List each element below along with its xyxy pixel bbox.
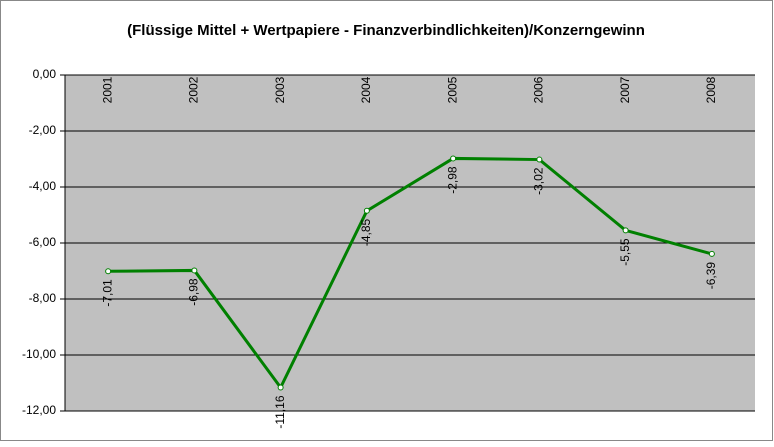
marker (191, 267, 198, 274)
y-tick-label: -12,00 (22, 403, 56, 417)
marker (536, 156, 543, 163)
data-label: -7,01 (100, 279, 114, 307)
x-tick-label: 2008 (704, 76, 718, 103)
data-label: -2,98 (445, 166, 459, 194)
y-tick-label: -2,00 (29, 123, 57, 137)
x-tick-label: 2002 (187, 76, 201, 103)
data-label: -5,55 (618, 238, 632, 266)
x-tick-label: 2003 (273, 76, 287, 103)
data-label: -11,16 (273, 395, 287, 428)
x-tick-label: 2001 (100, 76, 114, 103)
y-tick-label: -10,00 (22, 347, 56, 361)
y-tick-label: -6,00 (29, 235, 57, 249)
x-tick-label: 2004 (359, 76, 373, 103)
data-label: -4,85 (359, 218, 373, 246)
data-label: -3,02 (532, 167, 546, 195)
chart-title: (Flüssige Mittel + Wertpapiere - Finanzv… (127, 22, 645, 39)
marker (622, 227, 629, 234)
x-tick-label: 2007 (618, 76, 632, 103)
y-tick-label: -4,00 (29, 179, 57, 193)
line (108, 156, 713, 391)
data-label: -6,39 (704, 262, 718, 290)
data-label: -6,98 (187, 278, 201, 306)
marker (277, 384, 284, 391)
plot-layer: 0,00 -2,00 -4,00 -6,00 -8,00 -10,00 -12,00 2001… (22, 67, 755, 429)
marker (363, 207, 370, 214)
y-tick-label: 0,00 (33, 67, 57, 81)
marker (708, 250, 715, 257)
y-tick-label: -8,00 (29, 291, 57, 305)
x-tick-label: 2005 (445, 76, 459, 103)
x-tick-label: 2006 (532, 76, 546, 103)
marker (105, 268, 112, 275)
marker (450, 155, 457, 162)
